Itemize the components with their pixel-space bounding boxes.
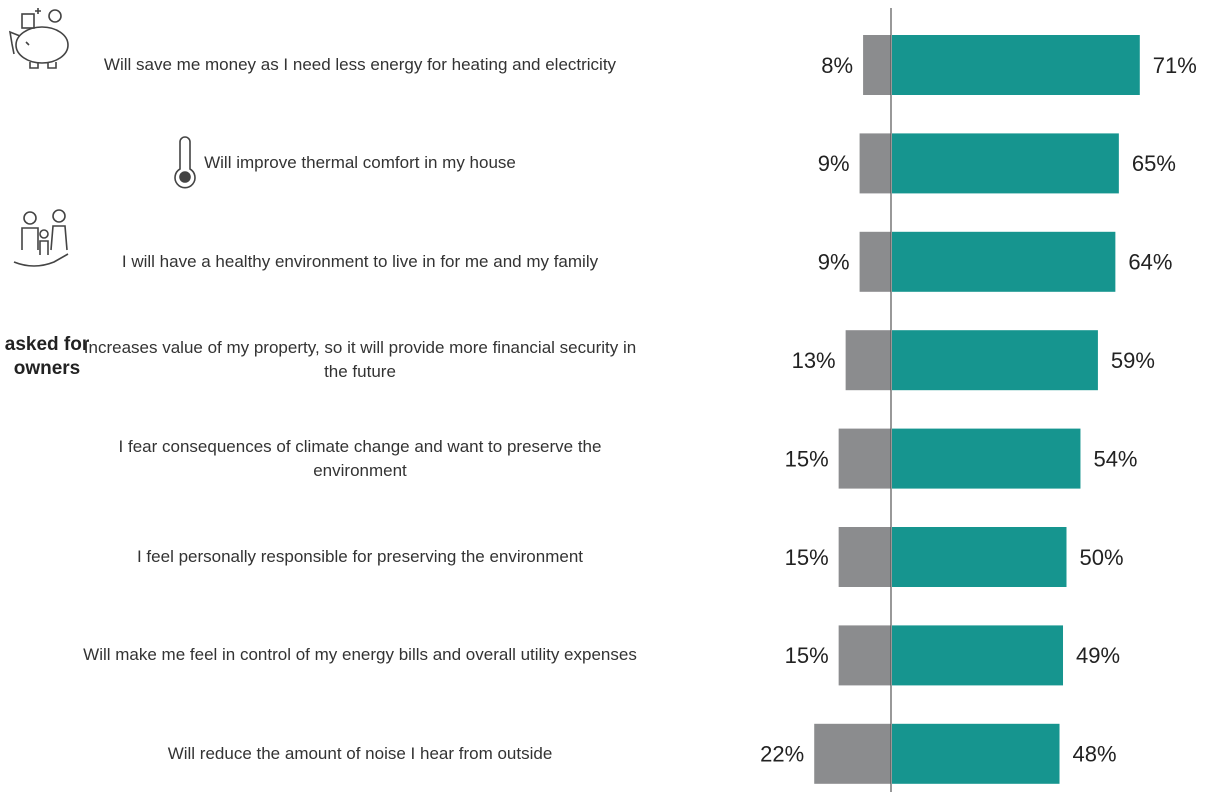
bar [892, 330, 1098, 391]
value-label: 15% [785, 446, 829, 471]
family-icon [13, 209, 69, 267]
category-text: Will improve thermal comfort in my house [204, 153, 516, 173]
bar [892, 527, 1067, 587]
bar [859, 231, 891, 292]
icons [8, 8, 196, 267]
value-label: 50% [1080, 545, 1124, 570]
bar [845, 330, 891, 391]
category-text: I feel personally responsible for preser… [136, 547, 584, 566]
value-label: 22% [760, 742, 804, 767]
category-label: I feel personally responsible for preser… [80, 545, 640, 569]
bar [838, 527, 891, 587]
category-text: Increases value of my property, so it wi… [83, 338, 637, 382]
bar [892, 723, 1060, 784]
thermometer-icon [174, 136, 196, 189]
category-label: I will have a healthy environment to liv… [80, 250, 640, 274]
bar [892, 428, 1081, 489]
value-label: 9% [818, 250, 850, 275]
value-label: 65% [1132, 151, 1176, 176]
bar [892, 133, 1119, 194]
category-text: Will save me money as I need less energy… [103, 55, 617, 74]
category-label: I fear consequences of climate change an… [80, 435, 640, 483]
bar [859, 133, 891, 194]
value-label: 9% [818, 151, 850, 176]
annotation: asked for owners [0, 333, 102, 381]
annotation-line: asked for [4, 334, 90, 355]
annotation-line: owners [13, 358, 81, 379]
category-text: I fear consequences of climate change an… [118, 436, 602, 480]
category-label: Will make me feel in control of my energ… [80, 643, 640, 667]
bar [838, 625, 891, 686]
bar [892, 35, 1140, 95]
value-label: 15% [785, 545, 829, 570]
category-text: I will have a healthy environment to liv… [121, 251, 599, 271]
value-label: 8% [821, 53, 853, 78]
bar [838, 428, 891, 489]
bar [892, 231, 1116, 292]
piggy-icon [8, 8, 69, 69]
bar [892, 625, 1064, 686]
bar [863, 35, 891, 95]
value-label: 59% [1111, 348, 1155, 373]
value-label: 64% [1128, 250, 1172, 275]
category-label: Will reduce the amount of noise I hear f… [80, 742, 640, 766]
value-label: 71% [1153, 53, 1197, 78]
value-label: 48% [1073, 742, 1117, 767]
value-label: 54% [1093, 446, 1137, 471]
category-text: Will reduce the amount of noise I hear f… [167, 743, 553, 763]
value-label: 13% [792, 348, 836, 373]
value-label: 49% [1076, 643, 1120, 668]
value-label: 15% [785, 643, 829, 668]
category-text: Will make me feel in control of my energ… [83, 645, 637, 665]
category-label: Increases value of my property, so it wi… [80, 336, 640, 384]
bar [814, 723, 891, 784]
category-label: Will save me money as I need less energy… [80, 53, 640, 77]
category-label: Will improve thermal comfort in my house [80, 151, 640, 175]
